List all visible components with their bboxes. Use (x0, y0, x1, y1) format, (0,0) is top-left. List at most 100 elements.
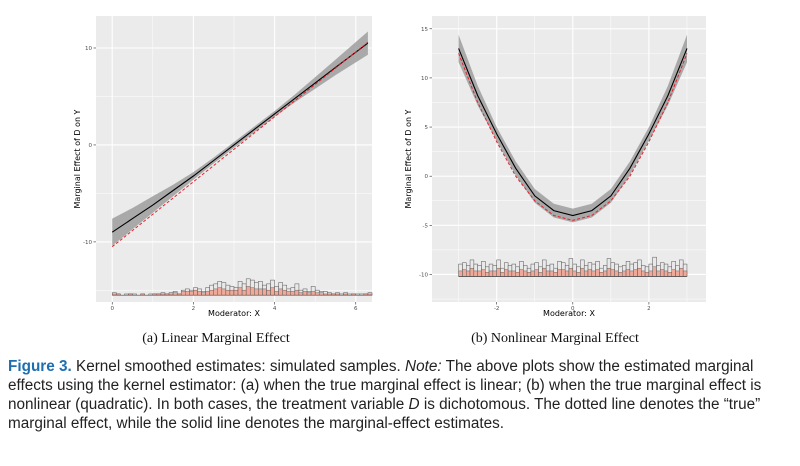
histogram-bar-treated (197, 291, 202, 296)
histogram-bar-treated (671, 269, 676, 277)
histogram-bar-treated (229, 289, 235, 296)
caption-note-label: Note: (405, 358, 442, 375)
histogram-bar-treated (603, 270, 608, 277)
true-effect-line (458, 53, 688, 221)
histogram-bar-treated (660, 269, 665, 277)
histogram-bar-treated (241, 289, 247, 296)
histogram-bar-treated (652, 266, 657, 277)
histogram-bar-treated (557, 269, 562, 277)
histogram-bar-treated (221, 288, 227, 296)
histogram-bar-treated (294, 289, 300, 296)
confidence-band (112, 31, 368, 246)
histogram-bar-treated (526, 272, 532, 277)
histogram-bar-treated (534, 269, 539, 277)
histogram-bar-treated (185, 291, 190, 296)
histogram-bar-treated (641, 270, 646, 277)
estimate-line (458, 48, 688, 217)
histogram-bar-treated (500, 272, 505, 277)
figure-caption: Figure 3. Kernel smoothed estimates: sim… (8, 357, 794, 433)
histogram-bar-treated (572, 270, 577, 277)
histogram-bar-treated (675, 270, 680, 277)
histogram-bar-treated (245, 286, 251, 296)
histogram-bar-treated (209, 289, 214, 296)
histogram-bar-treated (629, 270, 634, 277)
histogram-bar-treated (282, 289, 287, 296)
histogram-bar-treated (201, 292, 206, 296)
histogram-bar-treated (492, 270, 497, 277)
histogram-bar-treated (258, 288, 263, 296)
plot-background (432, 16, 706, 302)
y-axis-title: Marginal Effect of D on Y (404, 109, 413, 208)
histogram-bar-treated (172, 292, 178, 296)
histogram-bar-treated (595, 269, 600, 277)
histogram-bar-treated (302, 291, 308, 296)
y-tick-label: 10 (421, 76, 428, 82)
histogram-bar-treated (237, 287, 243, 296)
caption-text-2: is dichotomous. The dotted line denotes … (8, 396, 761, 432)
histogram-bar-treated (637, 267, 642, 277)
histogram-bar-treated (587, 269, 593, 277)
histogram-bar-treated (298, 292, 304, 296)
histogram-bar-treated (458, 270, 463, 277)
histogram-bar-treated (599, 272, 604, 277)
x-tick-label: 2 (192, 306, 196, 312)
histogram-bar-treated (614, 270, 619, 277)
histogram-bar-treated (225, 289, 231, 296)
histogram-bar-treated (519, 269, 524, 277)
caption-var-d: D (408, 396, 420, 413)
true-effect-line (111, 41, 369, 248)
histogram-bar-treated (625, 269, 631, 277)
x-tick-label: 0 (571, 306, 575, 312)
x-tick-label: 6 (354, 306, 358, 312)
histogram-bar-treated (217, 287, 223, 296)
histogram-bar-treated (181, 291, 186, 296)
histogram-bar-treated (633, 269, 638, 277)
histogram-bar-treated (189, 291, 194, 296)
histogram-bar-treated (618, 272, 623, 277)
histogram-bar-treated (270, 287, 275, 296)
histogram-bar-treated (606, 267, 612, 277)
histogram-bar-treated (233, 289, 239, 296)
histogram-bar-treated (622, 270, 627, 277)
y-tick-label: 15 (421, 27, 428, 33)
subtitle-a: (a) Linear Marginal Effect (142, 331, 290, 346)
histogram-bar-treated (679, 267, 684, 277)
histogram-bar-treated (515, 272, 520, 277)
histogram-bar-treated (477, 270, 482, 277)
x-axis-title: Moderator: X (208, 309, 260, 318)
histogram-bar-treated (545, 270, 551, 277)
caption-text-1: The above plots show the estimated margi… (8, 358, 762, 413)
histogram-bar-treated (538, 272, 543, 277)
histogram-bar-treated (648, 270, 653, 277)
histogram-bar-treated (667, 272, 672, 277)
histogram-bar-treated (262, 288, 267, 296)
caption-label: Figure 3. (8, 358, 72, 375)
x-tick-label: 0 (110, 306, 114, 312)
histogram-bar-treated (564, 270, 570, 277)
histogram-bar-treated (656, 270, 661, 277)
panel-b-nonlinear-marginal-effect: -2 0 2 -10 -5 0 5 10 15 Moderator: X Marginal Effe… (404, 16, 706, 318)
histogram-bar-treated (193, 289, 198, 296)
histogram-bar-treated (310, 291, 316, 296)
x-axis-title: Moderator: X (543, 309, 595, 318)
histogram-bar-treated (485, 272, 490, 277)
histogram-bar-treated (473, 270, 478, 277)
subtitle-b: (b) Nonlinear Marginal Effect (471, 331, 639, 346)
panel-a-linear-marginal-effect: 0 2 4 6 -10 0 10 Moderator: X Marginal Effect of… (73, 16, 373, 318)
histogram-bar-treated (504, 269, 509, 277)
histogram-bar-treated (561, 269, 566, 277)
histogram-bar-treated (278, 288, 283, 296)
y-tick-label: -5 (423, 223, 429, 229)
histogram-bar-treated (553, 272, 558, 277)
figure-canvas: 0 2 4 6 -10 0 10 Moderator: X Marginal Effect of… (73, 16, 706, 346)
x-tick-label: -2 (494, 306, 499, 312)
histogram-bar-treated (511, 270, 516, 277)
histogram-bar-treated (286, 291, 292, 296)
estimate-line (111, 42, 369, 233)
histogram-bar-treated (580, 267, 585, 277)
histogram-bar-treated (213, 288, 218, 296)
x-tick-label: 4 (273, 306, 277, 312)
y-axis-title: Marginal Effect of D on Y (73, 109, 82, 208)
histogram-bar-treated (290, 291, 296, 296)
histogram-bar-treated (584, 270, 589, 277)
